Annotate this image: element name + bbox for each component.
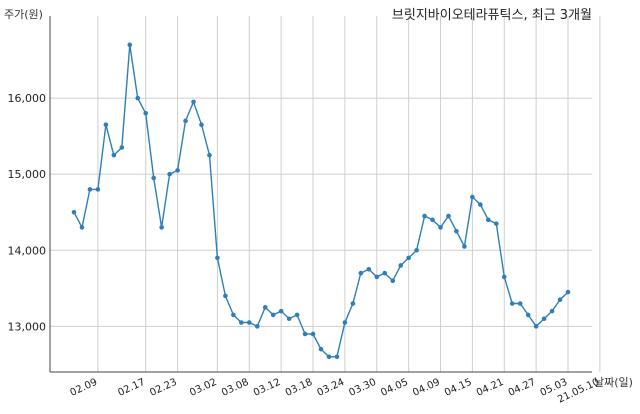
data-point [414,247,419,253]
data-point [509,301,515,306]
data-point [135,95,141,101]
data-point [541,316,547,322]
data-point [302,331,308,337]
data-point [493,221,499,226]
x-axis-label: 날짜(일) [594,376,633,389]
data-point [183,118,188,124]
data-point [246,320,252,325]
x-tick-label: 04.27 [507,377,538,399]
data-point [127,42,133,48]
x-tick-label: 03.08 [220,377,251,399]
x-tick-label: 03.12 [252,377,283,399]
data-point [175,168,180,173]
x-tick-label: 04.05 [379,377,410,399]
x-tick-label: 02.17 [116,377,147,399]
data-point [199,122,204,128]
y-tick-labels: 13,000 14,000 15,000 16,000 [8,92,47,333]
data-point [398,263,403,268]
data-point [406,255,411,261]
x-tick-label: 04.15 [443,377,474,399]
data-point [79,225,85,230]
data-point [191,99,196,105]
data-point [310,331,316,337]
y-tick-label: 13,000 [8,320,47,333]
data-point [438,225,443,230]
data-point [462,244,467,249]
data-point [517,301,523,306]
data-point [286,316,292,322]
data-point [350,301,356,306]
data-point [71,209,77,215]
y-tick-label: 14,000 [8,244,47,257]
data-point [525,312,531,318]
data-point [103,122,109,128]
price-line [73,44,569,358]
data-point [430,217,435,223]
y-axis-label: 주가(원) [4,8,43,21]
data-point [167,171,172,177]
x-tick-label: 03.02 [188,377,219,399]
data-point [422,213,427,219]
data-point [454,228,459,234]
data-point [231,312,236,318]
grid-lines [50,16,601,372]
data-point [478,202,483,207]
data-point [470,194,475,200]
x-tick-label: 02.09 [69,377,100,399]
x-tick-label: 04.09 [411,377,442,399]
data-point [374,274,380,280]
data-point [342,320,348,325]
x-tick-labels: 02.09 02.17 02.23 03.02 03.08 03.12 03.18 03.24… [69,377,602,406]
data-point [119,145,125,150]
data-point [446,213,451,219]
data-point [382,270,388,276]
data-point [486,217,491,223]
data-point [565,289,571,295]
data-point [358,270,364,276]
data-point [87,187,93,192]
data-point [262,305,268,310]
data-point [151,175,156,181]
chart-title: 브릿지바이오테라퓨틱스, 최근 3개월 [391,8,592,23]
data-point [254,324,260,329]
data-point [366,266,372,272]
y-tick-label: 16,000 [8,92,47,105]
data-point [557,297,563,303]
x-tick-label: 03.30 [347,377,378,399]
data-point [501,274,507,280]
x-tick-label: 02.23 [148,377,179,399]
x-tick-label: 03.18 [284,377,315,399]
data-point [215,255,220,261]
data-point [270,312,276,318]
data-point [111,152,117,158]
x-tick-label: 03.24 [316,377,347,399]
data-point [239,320,244,325]
data-point [390,278,396,283]
data-point [159,225,164,230]
data-point [533,324,539,329]
data-point [278,308,284,314]
data-point [95,187,101,192]
data-point [326,354,332,360]
data-point [294,312,300,318]
data-point [143,111,149,116]
data-point [334,354,340,360]
data-point [207,152,212,158]
y-tick-label: 15,000 [8,168,47,181]
data-point [318,346,324,352]
x-tick-label: 04.21 [475,377,506,399]
data-point [223,293,228,299]
axes [49,16,592,373]
price-points [71,42,571,360]
data-point [549,308,555,314]
